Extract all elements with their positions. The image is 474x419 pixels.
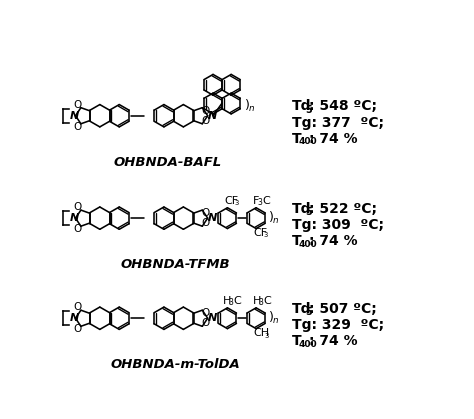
Text: $_3$: $_3$ (263, 230, 269, 241)
Text: Tg: 309  ºC;: Tg: 309 ºC; (292, 218, 384, 232)
Text: Td: Td (292, 99, 311, 114)
Text: CF: CF (253, 228, 267, 238)
Text: 400: 400 (299, 137, 318, 146)
Text: H: H (223, 296, 231, 306)
Text: 400: 400 (299, 340, 318, 349)
Text: : 507 ºC;: : 507 ºC; (309, 302, 376, 316)
Text: Tg: 329  ºC;: Tg: 329 ºC; (292, 318, 384, 332)
Text: )$_n$: )$_n$ (268, 210, 280, 226)
Text: T: T (292, 334, 301, 348)
Text: : 74 %: : 74 % (309, 334, 357, 348)
Text: H: H (253, 296, 261, 306)
Text: : 74 %: : 74 % (309, 234, 357, 248)
Text: N: N (208, 111, 217, 121)
Text: Td: Td (292, 202, 311, 216)
Text: OHBNDA-TFMB: OHBNDA-TFMB (121, 258, 230, 271)
Text: N: N (208, 313, 217, 323)
Text: O: O (201, 116, 210, 126)
Text: O: O (73, 100, 82, 110)
Text: O: O (73, 224, 82, 234)
Text: O: O (201, 318, 210, 328)
Text: : 522 ºC;: : 522 ºC; (309, 202, 377, 216)
Text: $_3$C: $_3$C (257, 194, 272, 208)
Text: OHBNDA-BAFL: OHBNDA-BAFL (114, 156, 222, 169)
Text: O: O (73, 302, 82, 312)
Text: CH: CH (253, 328, 269, 338)
Text: O: O (73, 122, 82, 132)
Text: $_3$C: $_3$C (258, 294, 272, 308)
Text: N: N (208, 213, 217, 223)
Text: N: N (70, 213, 79, 223)
Text: O: O (73, 202, 82, 212)
Text: O: O (201, 208, 210, 218)
Text: : 548 ºC;: : 548 ºC; (309, 99, 377, 114)
Text: )$_n$: )$_n$ (244, 98, 256, 114)
Text: N: N (70, 111, 79, 121)
Text: 5: 5 (305, 307, 312, 317)
Text: O: O (201, 106, 210, 116)
Text: : 74 %: : 74 % (309, 132, 357, 146)
Text: O: O (73, 324, 82, 334)
Text: N: N (70, 313, 79, 323)
Text: T: T (292, 132, 301, 146)
Text: CF: CF (224, 196, 238, 206)
Text: Td: Td (292, 302, 311, 316)
Text: O: O (201, 218, 210, 228)
Text: 5: 5 (305, 105, 312, 114)
Text: 400: 400 (299, 240, 318, 249)
Text: $_3$: $_3$ (264, 331, 270, 341)
Text: )$_n$: )$_n$ (268, 310, 280, 326)
Text: $_3$: $_3$ (235, 198, 240, 208)
Text: OHBNDA-m-TolDA: OHBNDA-m-TolDA (110, 358, 240, 371)
Text: Tg: 377  ºC;: Tg: 377 ºC; (292, 116, 384, 129)
Text: O: O (201, 308, 210, 318)
Text: T: T (292, 234, 301, 248)
Text: $_3$C: $_3$C (228, 294, 243, 308)
Text: F: F (253, 196, 259, 206)
Text: 5: 5 (305, 207, 312, 217)
